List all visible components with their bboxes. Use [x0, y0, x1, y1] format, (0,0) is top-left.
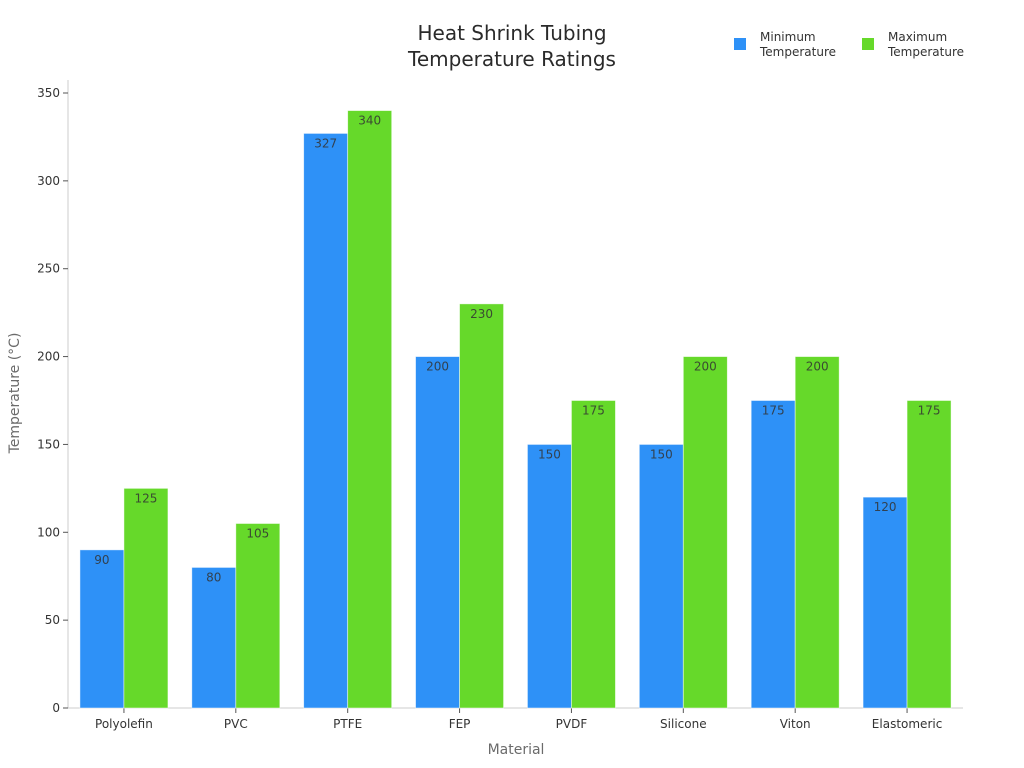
bar-minimum-pvdf [527, 444, 572, 709]
bar-minimum-elastomeric [862, 496, 908, 709]
x-axis-label: Material [487, 742, 545, 758]
y-tick-label: 50 [45, 613, 60, 627]
legend-label-minimum-line-1: Minimum [760, 30, 816, 44]
data-label: 150 [538, 447, 561, 461]
legend-swatch-minimum [734, 38, 746, 50]
y-tick-label: 250 [37, 262, 60, 276]
data-label: 200 [806, 360, 829, 374]
x-tick-label: PVC [224, 717, 248, 731]
data-label: 105 [246, 527, 269, 541]
bar-minimum-silicone [638, 444, 684, 709]
bar-maximum-pvdf [571, 400, 616, 709]
data-label: 175 [762, 404, 785, 418]
bar-maximum-viton [794, 356, 840, 709]
data-label: 120 [874, 500, 897, 514]
x-tick-label: FEP [449, 717, 471, 731]
x-tick-label: Elastomeric [872, 717, 943, 731]
x-tick-label: Polyolefin [95, 717, 153, 731]
bar-minimum-viton [750, 400, 796, 709]
data-label: 200 [694, 360, 717, 374]
y-tick-label: 100 [37, 525, 60, 539]
legend-item-minimum[interactable]: Minimum Temperature [734, 30, 842, 60]
legend-item-maximum[interactable]: Maximum Temperature [862, 30, 970, 60]
y-tick-label: 300 [37, 174, 60, 188]
chart-title: Heat Shrink Tubing Temperature Ratings [312, 20, 712, 72]
legend-label-maximum-line-1: Maximum [888, 30, 948, 44]
bar-maximum-ptfe [347, 110, 393, 709]
bar-maximum-elastomeric [906, 400, 952, 709]
x-tick-label: PVDF [556, 717, 588, 731]
chart-title-line-1: Heat Shrink Tubing [417, 21, 607, 45]
data-label: 327 [314, 136, 337, 150]
x-tick-label: Viton [780, 717, 811, 731]
y-tick-label: 200 [37, 350, 60, 364]
bar-maximum-fep [459, 303, 504, 709]
data-label: 80 [206, 570, 221, 584]
data-label: 90 [94, 553, 109, 567]
bar-maximum-silicone [682, 356, 728, 709]
legend-label-maximum-line-2: Temperature [888, 45, 965, 59]
data-label: 230 [470, 307, 493, 321]
x-tick-label: Silicone [660, 717, 707, 731]
y-tick-label: 350 [37, 86, 60, 100]
data-label: 175 [918, 404, 941, 418]
bar-minimum-fep [415, 356, 460, 709]
y-tick-label: 0 [52, 701, 60, 715]
bar-maximum-polyolefin [123, 487, 169, 709]
chart-title-line-2: Temperature Ratings [408, 47, 616, 71]
legend-swatch-maximum [862, 38, 874, 50]
chart-legend: Minimum Temperature Maximum Temperature [734, 30, 970, 60]
bar-minimum-pvc [191, 567, 237, 709]
data-label: 125 [134, 491, 157, 505]
bar-maximum-pvc [235, 523, 281, 709]
bar-minimum-polyolefin [79, 549, 125, 709]
legend-label-minimum-line-2: Temperature [760, 45, 837, 59]
data-label: 175 [582, 404, 605, 418]
x-tick-label: PTFE [333, 717, 362, 731]
y-tick-label: 150 [37, 437, 60, 451]
data-label: 340 [358, 114, 381, 128]
data-label: 150 [650, 447, 673, 461]
data-label: 200 [426, 360, 449, 374]
bar-minimum-ptfe [303, 133, 349, 709]
